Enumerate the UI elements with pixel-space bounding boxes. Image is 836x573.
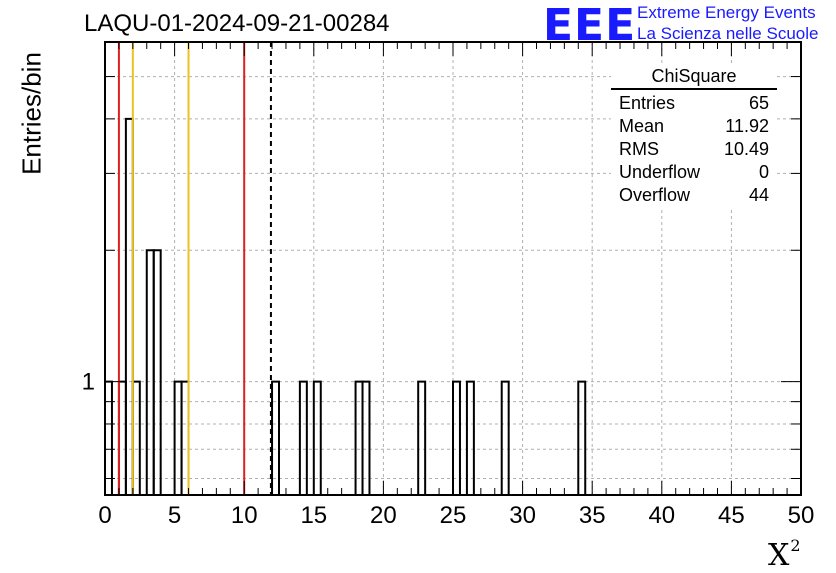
- x-tick-label: 30: [509, 502, 536, 529]
- histogram-bin: [131, 380, 141, 495]
- histogram-bin: [312, 380, 322, 495]
- x-tick-label: 10: [231, 502, 258, 529]
- reference-lines: [117, 42, 272, 495]
- histogram-bin: [271, 380, 280, 495]
- stats-row-rms: RMS 10.49: [611, 138, 777, 161]
- histogram-bin: [117, 380, 127, 495]
- axis-tick-labels: 0 5 10 15 20 25 30 35 40 45 50 1: [82, 369, 815, 529]
- x-tick-label: 25: [440, 502, 467, 529]
- stats-value: 0: [758, 162, 769, 182]
- histogram-bin: [173, 380, 183, 495]
- stats-value: 11.92: [725, 116, 769, 136]
- histogram-bin: [180, 380, 190, 495]
- stats-label: RMS: [619, 139, 659, 159]
- stats-row-underflow: Underflow 0: [611, 161, 777, 184]
- stats-row-overflow: Overflow 44: [611, 184, 777, 207]
- x-tick-label: 20: [370, 502, 397, 529]
- stats-value: 44: [748, 185, 769, 205]
- histogram-bin: [298, 380, 308, 495]
- histogram-bin: [124, 117, 134, 495]
- x-tick-label: 15: [300, 502, 327, 529]
- histogram-bars: [104, 117, 587, 495]
- histogram-bin: [152, 249, 162, 495]
- histogram-bin: [361, 380, 371, 495]
- x-tick-label: 0: [98, 502, 111, 529]
- x-tick-label: 5: [168, 502, 181, 529]
- y-axis-label: Entries/bin: [16, 52, 47, 175]
- y-tick-label: 1: [82, 369, 95, 396]
- histogram-bin: [145, 249, 155, 495]
- histogram-bin: [417, 380, 427, 495]
- stats-row-mean: Mean 11.92: [611, 115, 777, 138]
- histogram-bin: [354, 380, 364, 495]
- stats-row-entries: Entries 65: [611, 92, 777, 115]
- axis-ticks: [104, 42, 802, 495]
- stats-label: Underflow: [619, 162, 701, 182]
- histogram-bin: [465, 380, 475, 495]
- x-axis-label: X2: [768, 536, 801, 573]
- x-tick-label: 50: [788, 502, 815, 529]
- eee-logo: EEE: [543, 0, 637, 51]
- chart-title: LAQU-01-2024-09-21-00284: [84, 10, 390, 37]
- stats-label: Overflow: [619, 185, 691, 205]
- x-tick-label: 40: [648, 502, 675, 529]
- histogram-bin: [577, 380, 587, 495]
- histogram-bin: [104, 380, 113, 495]
- stats-value: 10.49: [723, 139, 769, 159]
- stats-label: Mean: [619, 116, 665, 136]
- histogram-bin: [500, 380, 510, 495]
- logo-tagline-2: La Scienza nelle Scuole: [637, 24, 819, 43]
- x-tick-label: 35: [579, 502, 606, 529]
- stats-label: Entries: [619, 93, 676, 113]
- x-tick-label: 45: [718, 502, 745, 529]
- stats-title: ChiSquare: [611, 66, 777, 90]
- logo-tagline-1: Extreme Energy Events: [637, 3, 816, 22]
- stats-value: 65: [748, 93, 769, 113]
- stats-box: ChiSquare Entries 65 Mean 11.92 RMS 10.4…: [611, 66, 777, 207]
- histogram-bin: [452, 380, 461, 495]
